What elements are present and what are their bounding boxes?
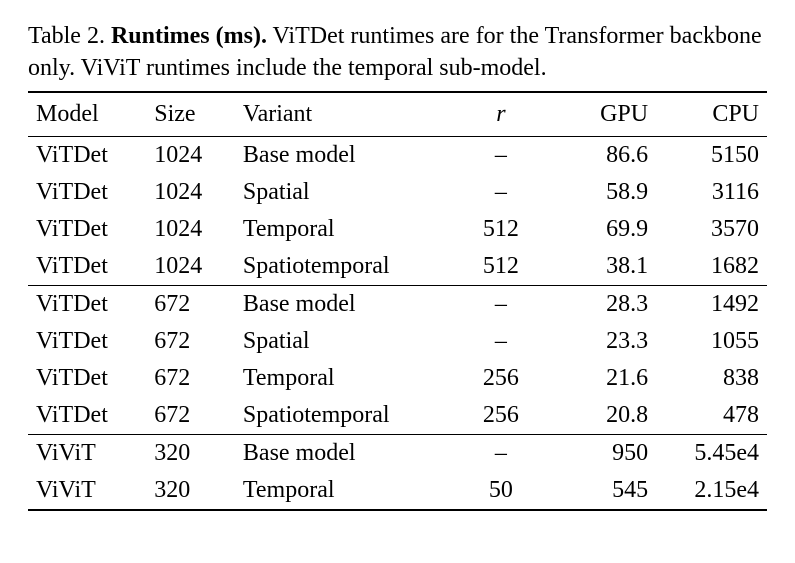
cell-cpu: 3570 [656,211,767,248]
cell-gpu: 545 [545,472,656,510]
cell-size: 320 [146,434,235,472]
col-model: Model [28,92,146,137]
cell-size: 320 [146,472,235,510]
cell-model: ViTDet [28,360,146,397]
cell-variant: Spatial [235,323,457,360]
cell-r: 256 [457,360,546,397]
cell-cpu: 1055 [656,323,767,360]
table-row: ViViT 320 Temporal 50 545 2.15e4 [28,472,767,510]
caption-label: Table 2. [28,23,105,49]
col-size: Size [146,92,235,137]
cell-model: ViTDet [28,285,146,323]
table-row: ViViT 320 Base model – 950 5.45e4 [28,434,767,472]
cell-cpu: 5.45e4 [656,434,767,472]
cell-gpu: 21.6 [545,360,656,397]
cell-model: ViTDet [28,397,146,435]
cell-r: – [457,285,546,323]
table-row: ViTDet 1024 Temporal 512 69.9 3570 [28,211,767,248]
cell-model: ViTDet [28,248,146,286]
cell-cpu: 1682 [656,248,767,286]
cell-r: 512 [457,211,546,248]
table-row: ViTDet 1024 Spatiotemporal 512 38.1 1682 [28,248,767,286]
cell-cpu: 3116 [656,174,767,211]
cell-variant: Base model [235,434,457,472]
cell-model: ViTDet [28,323,146,360]
cell-size: 1024 [146,136,235,174]
cell-size: 1024 [146,248,235,286]
col-gpu: GPU [545,92,656,137]
col-r: r [457,92,546,137]
cell-size: 672 [146,285,235,323]
table-row: ViTDet 1024 Spatial – 58.9 3116 [28,174,767,211]
cell-r: – [457,136,546,174]
header-row: Model Size Variant r GPU CPU [28,92,767,137]
cell-cpu: 478 [656,397,767,435]
col-variant: Variant [235,92,457,137]
cell-model: ViTDet [28,211,146,248]
caption-title: Runtimes (ms). [111,23,267,49]
cell-variant: Base model [235,285,457,323]
cell-gpu: 69.9 [545,211,656,248]
cell-r: 512 [457,248,546,286]
cell-gpu: 23.3 [545,323,656,360]
table-body: ViTDet 1024 Base model – 86.6 5150 ViTDe… [28,136,767,510]
cell-gpu: 58.9 [545,174,656,211]
col-cpu: CPU [656,92,767,137]
cell-cpu: 5150 [656,136,767,174]
table-row: ViTDet 672 Temporal 256 21.6 838 [28,360,767,397]
cell-r: 50 [457,472,546,510]
table-row: ViTDet 672 Spatiotemporal 256 20.8 478 [28,397,767,435]
cell-size: 672 [146,323,235,360]
cell-variant: Temporal [235,211,457,248]
cell-gpu: 20.8 [545,397,656,435]
cell-cpu: 838 [656,360,767,397]
cell-size: 672 [146,360,235,397]
table-caption: Table 2. Runtimes (ms). ViTDet runtimes … [28,20,767,85]
cell-size: 672 [146,397,235,435]
cell-variant: Spatiotemporal [235,397,457,435]
cell-model: ViViT [28,434,146,472]
runtime-table: Model Size Variant r GPU CPU ViTDet 1024… [28,91,767,511]
cell-size: 1024 [146,211,235,248]
cell-r: – [457,174,546,211]
cell-cpu: 1492 [656,285,767,323]
table-row: ViTDet 1024 Base model – 86.6 5150 [28,136,767,174]
cell-r: 256 [457,397,546,435]
cell-model: ViViT [28,472,146,510]
table-row: ViTDet 672 Base model – 28.3 1492 [28,285,767,323]
cell-gpu: 28.3 [545,285,656,323]
cell-gpu: 86.6 [545,136,656,174]
cell-model: ViTDet [28,174,146,211]
table-row: ViTDet 672 Spatial – 23.3 1055 [28,323,767,360]
cell-r: – [457,323,546,360]
cell-variant: Temporal [235,472,457,510]
cell-gpu: 950 [545,434,656,472]
cell-model: ViTDet [28,136,146,174]
cell-variant: Spatial [235,174,457,211]
cell-size: 1024 [146,174,235,211]
cell-r: – [457,434,546,472]
cell-cpu: 2.15e4 [656,472,767,510]
cell-variant: Spatiotemporal [235,248,457,286]
cell-variant: Base model [235,136,457,174]
cell-variant: Temporal [235,360,457,397]
cell-gpu: 38.1 [545,248,656,286]
